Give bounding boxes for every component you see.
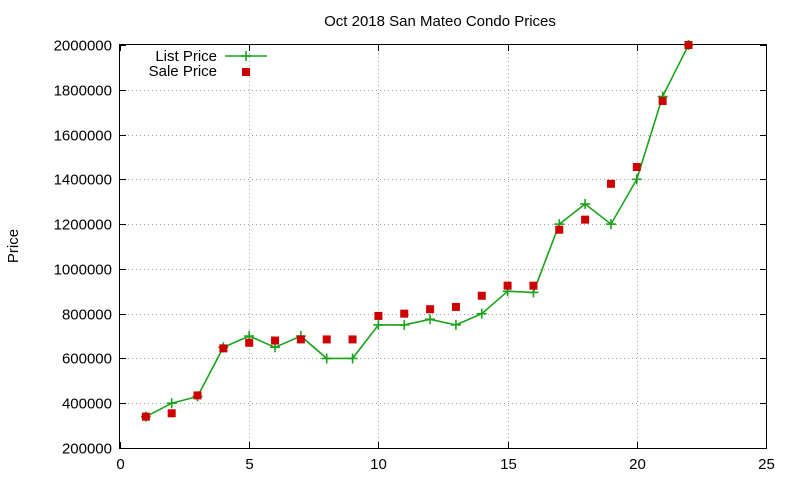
data-point-sale-price xyxy=(374,311,383,320)
data-point-sale-price xyxy=(400,309,409,318)
data-point-list-price xyxy=(321,353,332,364)
chart-title: Oct 2018 San Mateo Condo Prices xyxy=(324,13,556,30)
y-tick-label: 2000000 xyxy=(54,38,112,55)
data-point-list-price xyxy=(476,308,487,319)
x-tick-label: 20 xyxy=(629,456,646,473)
data-point-sale-price xyxy=(451,302,460,311)
data-point-sale-price xyxy=(271,336,280,345)
data-point-sale-price xyxy=(167,409,176,418)
x-tick-label: 25 xyxy=(758,456,775,473)
x-tick-label: 15 xyxy=(500,456,517,473)
y-tick-label: 1800000 xyxy=(54,83,112,100)
data-point-sale-price xyxy=(606,179,615,188)
data-point-sale-price xyxy=(529,281,538,290)
data-point-list-price xyxy=(605,219,616,230)
y-tick-label: 1200000 xyxy=(54,217,112,234)
data-point-sale-price xyxy=(322,335,331,344)
data-point-list-price xyxy=(399,319,410,330)
data-point-sale-price xyxy=(245,338,254,347)
data-point-sale-price xyxy=(426,305,435,314)
data-point-sale-price xyxy=(296,335,305,344)
y-tick-label: 800000 xyxy=(62,307,112,324)
data-point-sale-price xyxy=(632,163,641,172)
data-point-sale-price xyxy=(219,344,228,353)
data-point-sale-price xyxy=(684,41,693,49)
legend: List Price Sale Price xyxy=(149,48,267,80)
y-tick-label: 200000 xyxy=(62,441,112,458)
y-tick-label: 1600000 xyxy=(54,128,112,145)
y-axis-label: Price xyxy=(5,229,22,263)
series-list-price xyxy=(140,40,694,422)
data-point-sale-price xyxy=(658,96,667,105)
data-point-list-price xyxy=(450,319,461,330)
y-tick-label: 1000000 xyxy=(54,262,112,279)
axis-ticks: 200000 400000 600000 800000 1000000 1200000 14… xyxy=(54,38,775,474)
data-point-list-price xyxy=(580,198,591,209)
series-line-list-price xyxy=(145,44,690,418)
legend-swatches xyxy=(225,51,267,76)
legend-label-sale-price: Sale Price xyxy=(149,63,217,80)
data-point-sale-price xyxy=(477,291,486,300)
data-point-sale-price xyxy=(503,281,512,290)
data-point-sale-price xyxy=(193,391,202,400)
legend-marker-list-price xyxy=(241,51,251,61)
data-point-list-price xyxy=(425,314,436,325)
x-tick-label: 0 xyxy=(116,456,124,473)
legend-marker-sale-price xyxy=(242,68,250,76)
data-point-list-price xyxy=(347,353,358,364)
data-point-sale-price xyxy=(348,335,357,344)
legend-label-list-price: List Price xyxy=(155,48,217,65)
y-tick-label: 600000 xyxy=(62,351,112,368)
plot-frame xyxy=(119,44,767,449)
x-tick-label: 10 xyxy=(370,456,387,473)
x-tick-label: 5 xyxy=(245,456,253,473)
data-point-list-price xyxy=(373,319,384,330)
data-series xyxy=(140,40,694,422)
y-tick-label: 1400000 xyxy=(54,172,112,189)
data-point-sale-price xyxy=(581,215,590,224)
series-sale-price xyxy=(141,41,693,421)
data-point-list-price xyxy=(631,174,642,185)
data-point-sale-price xyxy=(555,225,564,234)
grid-lines xyxy=(120,45,766,448)
data-point-sale-price xyxy=(141,412,150,421)
y-tick-label: 400000 xyxy=(62,396,112,413)
data-point-list-price xyxy=(166,398,177,409)
